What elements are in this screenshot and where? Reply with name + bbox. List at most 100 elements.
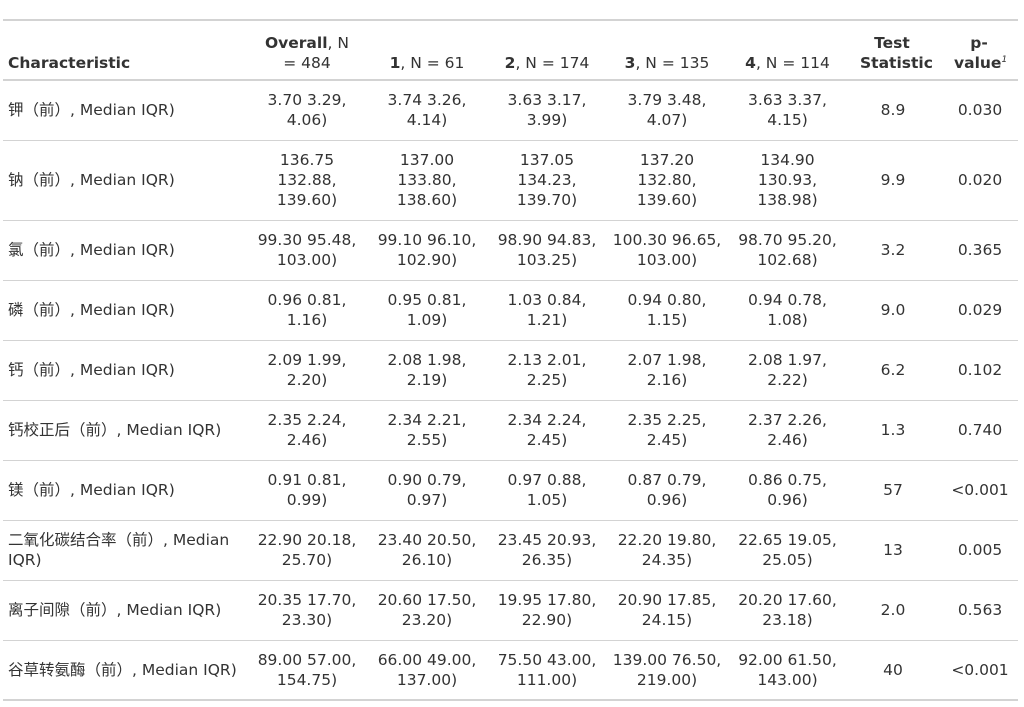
cell-group-1: 0.90 0.79, 0.97) [387,471,467,509]
cell-p-value: 0.029 [957,301,1003,319]
cell-group-3: 137.20 132.80, 139.60) [636,151,698,209]
cell-group-4: 98.70 95.20, 102.68) [738,231,837,269]
row-characteristic: 钾（前）, Median IQR) [8,101,175,120]
header-p-value: p-value1 [954,34,1008,72]
summary-table: Characteristic Overall, N = 484 1, N = 6… [3,19,1018,701]
cell-overall: 3.70 3.29, 4.06) [267,91,347,130]
cell-group-4: 20.20 17.60, 23.18) [738,591,837,629]
table-row: 磷（前）, Median IQR) 0.96 0.81, 1.16) 0.95 0.… [3,280,1018,340]
cell-p-value: <0.001 [951,481,1009,499]
cell-group-1: 3.74 3.26, 4.14) [387,91,467,130]
cell-group-4: 3.63 3.37, 4.15) [748,91,827,130]
table-header: Characteristic Overall, N = 484 1, N = 6… [3,20,1018,80]
cell-overall: 20.35 17.70, 23.30) [257,591,357,629]
cell-group-3: 100.30 96.65, 103.00) [612,231,722,269]
table-row: 氯（前）, Median IQR) 99.30 95.48, 103.00) 99.… [3,220,1018,280]
cell-group-1: 20.60 17.50, 23.20) [377,591,477,629]
table-row: 离子间隙（前）, Median IQR) 20.35 17.70, 23.30) 2… [3,580,1018,640]
cell-p-value: 0.102 [957,361,1003,379]
cell-overall: 0.96 0.81, 1.16) [267,291,347,329]
row-characteristic: 离子间隙（前）, Median IQR) [8,601,222,619]
header-group-1: 1, N = 61 [389,54,465,72]
cell-group-1: 2.34 2.21, 2.55) [387,411,467,449]
table-row: 镁（前）, Median IQR) 0.91 0.81, 0.99) 0.90 0.… [3,460,1018,520]
cell-group-2: 3.63 3.17, 3.99) [507,91,587,130]
row-characteristic: 镁（前）, Median IQR) [8,481,175,499]
cell-group-2: 0.97 0.88, 1.05) [507,471,587,509]
cell-test-statistic: 3.2 [880,241,906,259]
cell-group-3: 0.87 0.79, 0.96) [627,471,707,509]
row-characteristic: 钙（前）, Median IQR) [8,361,175,379]
cell-group-2: 2.13 2.01, 2.25) [507,351,587,389]
cell-group-2: 75.50 43.00, 111.00) [497,650,597,689]
row-characteristic: 氯（前）, Median IQR) [8,241,175,259]
cell-group-2: 23.45 20.93, 26.35) [497,531,597,569]
cell-test-statistic: 1.3 [880,421,906,439]
cell-group-1: 99.10 96.10, 102.90) [377,231,477,269]
cell-group-3: 0.94 0.80, 1.15) [627,291,707,329]
cell-overall: 2.35 2.24, 2.46) [267,411,347,449]
cell-overall: 2.09 1.99, 2.20) [267,351,347,389]
cell-group-3: 3.79 3.48, 4.07) [627,91,707,130]
table-row: 谷草转氨酶（前）, Median IQR) 89.00 57.00, 154.75… [3,640,1018,700]
cell-test-statistic: 57 [883,481,903,499]
cell-group-4: 22.65 19.05, 25.05) [738,531,837,569]
cell-group-4: 134.90 130.93, 138.98) [757,151,818,209]
row-characteristic: 钠（前）, Median IQR) [8,171,175,189]
cell-group-1: 23.40 20.50, 26.10) [377,531,477,569]
header-test-statistic: Test Statistic [860,34,933,72]
table-body: 钾（前）, Median IQR) 3.70 3.29, 4.06) 3.74 3.… [3,80,1018,700]
cell-group-2: 1.03 0.84, 1.21) [507,291,587,329]
cell-group-4: 0.94 0.78, 1.08) [748,291,827,329]
cell-p-value: 0.365 [957,241,1003,259]
cell-group-2: 137.05 134.23, 139.70) [516,151,578,209]
cell-group-4: 0.86 0.75, 0.96) [748,471,827,509]
row-characteristic: 钙校正后（前）, Median IQR) [8,421,222,439]
cell-group-2: 2.34 2.24, 2.45) [507,411,587,449]
cell-p-value: <0.001 [951,660,1009,679]
table-row: 钠（前）, Median IQR) 136.75 132.88, 139.60) 1… [3,140,1018,220]
header-characteristic: Characteristic [8,54,131,72]
cell-overall: 136.75 132.88, 139.60) [276,151,338,209]
cell-group-1: 0.95 0.81, 1.09) [387,291,467,329]
cell-overall: 89.00 57.00, 154.75) [257,650,357,689]
cell-test-statistic: 8.9 [880,101,906,120]
cell-group-3: 22.20 19.80, 24.35) [617,531,717,569]
header-group-3: 3, N = 135 [624,54,710,72]
cell-group-1: 66.00 49.00, 137.00) [377,650,477,689]
cell-group-3: 2.07 1.98, 2.16) [627,351,707,389]
table-row: 钙（前）, Median IQR) 2.09 1.99, 2.20) 2.08 1.… [3,340,1018,400]
header-row: Characteristic Overall, N = 484 1, N = 6… [3,20,1018,80]
cell-p-value: 0.563 [957,601,1003,619]
cell-test-statistic: 6.2 [880,361,906,379]
header-overall: Overall, N = 484 [265,34,349,72]
table-row: 钾（前）, Median IQR) 3.70 3.29, 4.06) 3.74 3.… [3,80,1018,140]
cell-overall: 0.91 0.81, 0.99) [267,471,347,509]
cell-test-statistic: 2.0 [880,601,906,619]
cell-p-value: 0.740 [957,421,1003,439]
cell-group-1: 2.08 1.98, 2.19) [387,351,467,389]
cell-group-4: 92.00 61.50, 143.00) [738,650,837,689]
cell-p-value: 0.030 [957,101,1003,120]
cell-overall: 99.30 95.48, 103.00) [257,231,357,269]
cell-group-2: 98.90 94.83, 103.25) [497,231,597,269]
cell-test-statistic: 13 [883,541,903,559]
cell-group-1: 137.00 133.80, 138.60) [396,151,458,209]
header-group-2: 2, N = 174 [504,54,590,72]
cell-group-3: 20.90 17.85, 24.15) [617,591,717,629]
cell-overall: 22.90 20.18, 25.70) [257,531,357,569]
header-group-4: 4, N = 114 [745,54,830,72]
row-characteristic: 磷（前）, Median IQR) [8,301,175,319]
cell-group-2: 19.95 17.80, 22.90) [497,591,597,629]
cell-p-value: 0.020 [957,171,1003,189]
cell-group-4: 2.37 2.26, 2.46) [748,411,827,449]
footnote-marker: 1 [1001,54,1008,65]
cell-test-statistic: 9.0 [880,301,906,319]
cell-group-3: 139.00 76.50, 219.00) [612,650,722,689]
cell-test-statistic: 40 [883,660,903,679]
cell-test-statistic: 9.9 [880,171,906,189]
cell-group-4: 2.08 1.97, 2.22) [748,351,827,389]
row-characteristic: 谷草转氨酶（前）, Median IQR) [8,660,237,679]
cell-group-3: 2.35 2.25, 2.45) [627,411,707,449]
